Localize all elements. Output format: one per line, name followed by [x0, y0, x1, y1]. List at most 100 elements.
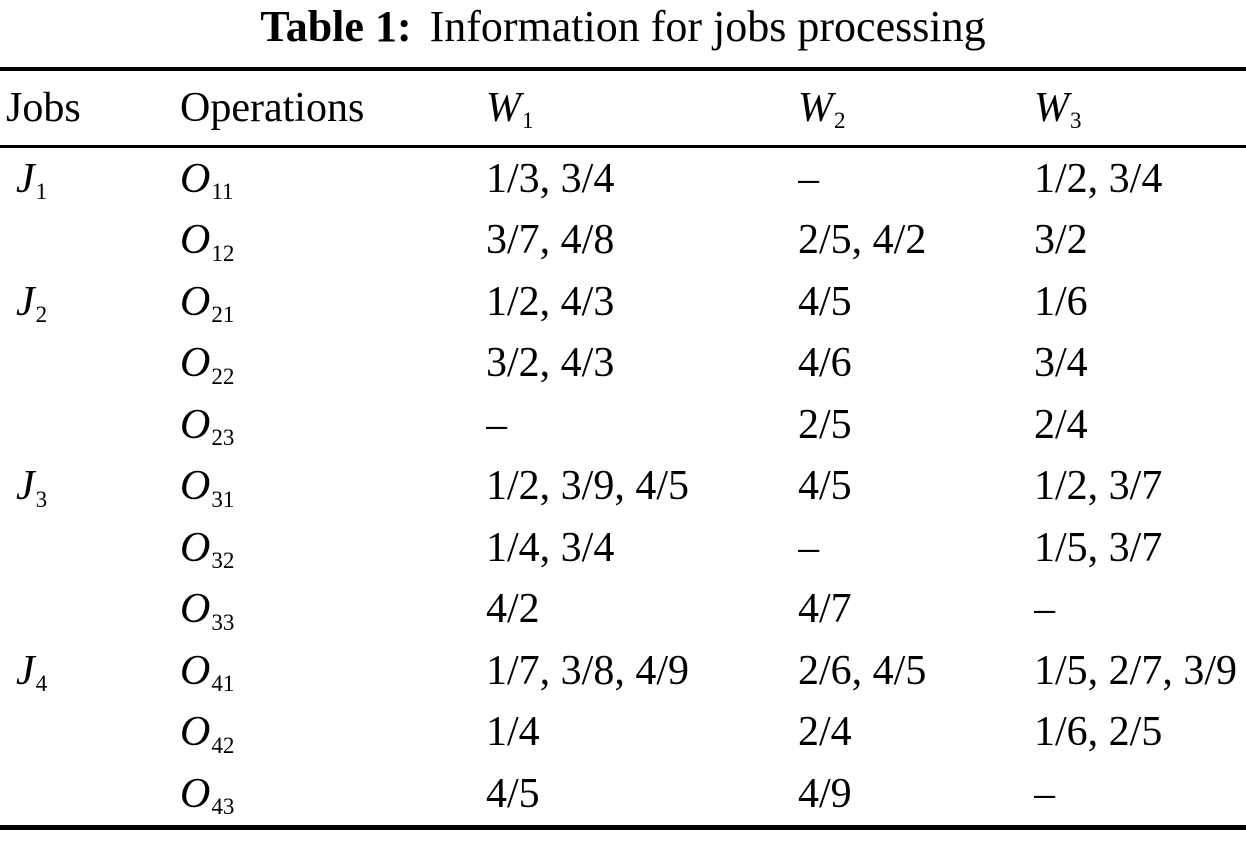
- w2-cell: 2/4: [798, 709, 852, 756]
- w3-cell: 3/2: [1034, 217, 1088, 264]
- symbol: O: [180, 463, 211, 510]
- symbol: J: [16, 463, 35, 510]
- operation-cell: O33: [180, 585, 486, 633]
- w1-cell: 4/5: [486, 770, 540, 817]
- symbol-subscript: 42: [211, 731, 235, 757]
- operation-cell: O42: [180, 708, 486, 756]
- job-cell: J4: [0, 647, 180, 695]
- header-symbol-subscript: 1: [522, 107, 534, 132]
- table-row: J1 O11 1/3, 3/4–1/2, 3/4: [0, 148, 1246, 210]
- w2-cell: 2/6, 4/5: [798, 647, 927, 694]
- symbol: O: [180, 524, 211, 571]
- w1-cell: –: [486, 401, 507, 448]
- operation-cell: O31: [180, 462, 486, 510]
- header-symbol-subscript: 3: [1070, 107, 1082, 132]
- symbol: O: [180, 340, 211, 387]
- symbol-subscript: 22: [211, 362, 235, 388]
- symbol-subscript: 33: [211, 608, 235, 634]
- header-label: Operations: [180, 85, 365, 131]
- operation-cell: O22: [180, 339, 486, 387]
- job-cell: J3: [0, 462, 180, 510]
- symbol: O: [180, 217, 211, 264]
- w2-cell: –: [798, 155, 819, 202]
- table-row: J2 O21 1/2, 4/3 4/5 1/6: [0, 271, 1246, 333]
- operation-cell: O11: [180, 155, 486, 203]
- w3-cell: –: [1034, 586, 1055, 633]
- w3-cell: 1/5, 3/7: [1034, 524, 1163, 571]
- table-row: O12 3/7, 4/8 2/5, 4/2 3/2: [0, 210, 1246, 272]
- w1-cell: 1/3, 3/4: [486, 155, 615, 202]
- table-caption: Table 1: Information for jobs processing: [0, 0, 1246, 67]
- header-symbol: W: [798, 85, 833, 131]
- w1-cell: 1/2, 4/3: [486, 278, 615, 325]
- table-caption-label: Table 1:: [260, 2, 412, 51]
- job-cell: J1: [0, 155, 180, 203]
- operation-cell: O43: [180, 770, 486, 818]
- table-header-row: Jobs Operations W1 W2 W3: [0, 71, 1246, 145]
- w3-cell: 1/2, 3/7: [1034, 463, 1163, 510]
- table-row: O42 1/4 2/4 1/6, 2/5: [0, 702, 1246, 764]
- table-caption-text: Information for jobs processing: [429, 2, 986, 51]
- symbol: J: [16, 278, 35, 325]
- w1-cell: 1/4, 3/4: [486, 524, 615, 571]
- table-row: O23– 2/5 2/4: [0, 394, 1246, 456]
- w3-cell: 2/4: [1034, 401, 1088, 448]
- header-symbol: W: [486, 85, 521, 131]
- symbol-subscript: 23: [211, 424, 235, 449]
- table-row: O43 4/5 4/9–: [0, 763, 1246, 825]
- header-label: Jobs: [6, 85, 81, 131]
- operation-cell: O23: [180, 401, 486, 449]
- w2-cell: 2/5: [798, 401, 852, 448]
- header-symbol: W: [1034, 85, 1069, 131]
- w2-cell: 4/9: [798, 770, 852, 817]
- column-header-operations: Operations: [180, 84, 486, 132]
- symbol-subscript: 41: [211, 670, 235, 695]
- symbol-subscript: 43: [211, 793, 235, 818]
- symbol-subscript: 2: [35, 301, 48, 326]
- column-header-w3: W3: [1034, 84, 1246, 132]
- table-rule-header-separator: [0, 145, 1246, 148]
- symbol: J: [16, 647, 35, 694]
- w2-cell: –: [798, 524, 819, 571]
- symbol: O: [180, 278, 211, 325]
- symbol-subscript: 12: [211, 239, 235, 265]
- operation-cell: O21: [180, 278, 486, 326]
- w3-cell: 1/2, 3/4: [1034, 155, 1163, 202]
- symbol-subscript: 11: [211, 178, 234, 203]
- w1-cell: 3/7, 4/8: [486, 217, 615, 264]
- symbol: O: [180, 647, 211, 694]
- symbol: O: [180, 155, 211, 202]
- column-header-w2: W2: [798, 84, 1034, 132]
- w2-cell: 4/5: [798, 278, 852, 325]
- table-rule-top: [0, 67, 1246, 71]
- column-header-jobs: Jobs: [0, 84, 180, 132]
- w3-cell: –: [1034, 770, 1055, 817]
- symbol-subscript: 3: [35, 485, 48, 511]
- w2-cell: 2/5, 4/2: [798, 217, 927, 264]
- w1-cell: 3/2, 4/3: [486, 340, 615, 387]
- symbol: O: [180, 770, 211, 817]
- operation-cell: O32: [180, 524, 486, 572]
- w3-cell: 1/6, 2/5: [1034, 709, 1163, 756]
- w1-cell: 1/2, 3/9, 4/5: [486, 463, 690, 510]
- w1-cell: 4/2: [486, 586, 540, 633]
- column-header-w1: W1: [486, 84, 798, 132]
- table-row: O22 3/2, 4/3 4/6 3/4: [0, 333, 1246, 395]
- symbol-subscript: 31: [211, 485, 235, 511]
- symbol-subscript: 1: [35, 178, 48, 203]
- w2-cell: 4/7: [798, 586, 852, 633]
- w1-cell: 1/7, 3/8, 4/9: [486, 647, 690, 694]
- table-rule-bottom: [0, 824, 1246, 830]
- symbol-subscript: 4: [35, 670, 48, 695]
- w2-cell: 4/5: [798, 463, 852, 510]
- symbol: O: [180, 586, 211, 633]
- w3-cell: 1/5, 2/7, 3/9: [1034, 647, 1238, 694]
- symbol: O: [180, 709, 211, 756]
- w3-cell: 1/6: [1034, 278, 1088, 325]
- table-row: J3 O31 1/2, 3/9, 4/5 4/5 1/2, 3/7: [0, 456, 1246, 518]
- header-symbol-subscript: 2: [834, 107, 846, 132]
- table-row: O32 1/4, 3/4 – 1/5, 3/7: [0, 517, 1246, 579]
- w2-cell: 4/6: [798, 340, 852, 387]
- symbol-subscript: 21: [211, 301, 235, 326]
- table-row: J4 O41 1/7, 3/8, 4/9 2/6, 4/5 1/5, 2/7, 3/9: [0, 640, 1246, 702]
